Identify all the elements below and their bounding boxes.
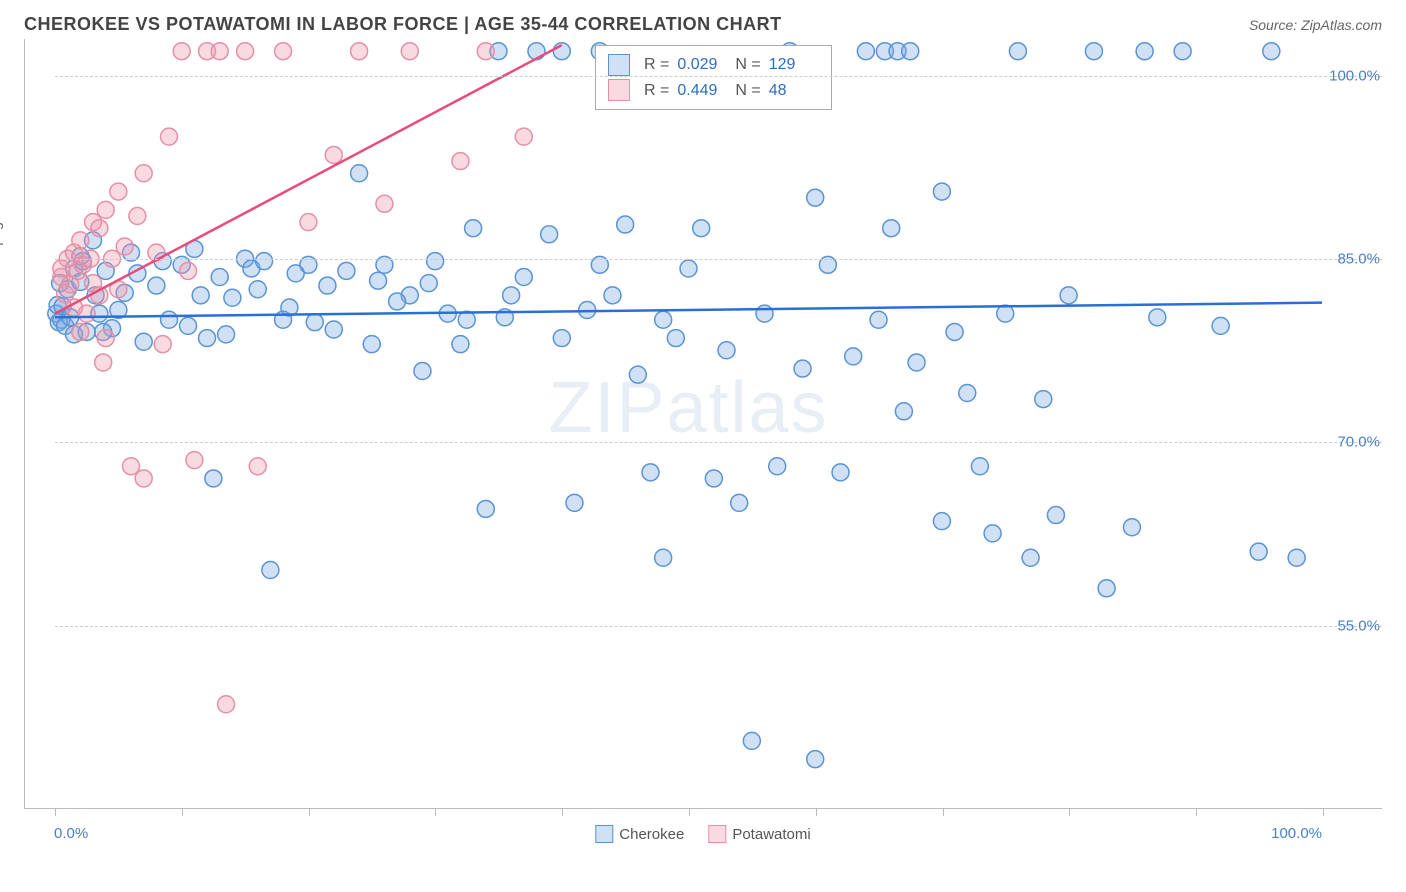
potawatomi-swatch-icon [708,825,726,843]
stats-legend-box: R = 0.029 N = 129 R = 0.449 N = 48 [595,45,832,110]
x-axis-min-label: 0.0% [54,825,88,842]
potawatomi-r-value: 0.449 [677,78,727,104]
r-label: R = [644,52,669,78]
y-axis-label: In Labor Force | Age 35-44 [0,174,3,340]
legend-label: Potawatomi [732,826,810,843]
y-tick-label: 100.0% [1329,67,1380,84]
cherokee-r-value: 0.029 [677,52,727,78]
chart-area: In Labor Force | Age 35-44 ZIPatlas R = … [24,39,1382,809]
y-tick-label: 55.0% [1337,617,1380,634]
legend-item-potawatomi: Potawatomi [708,825,810,843]
cherokee-n-value: 129 [769,52,819,78]
chart-title: CHEROKEE VS POTAWATOMI IN LABOR FORCE | … [24,14,782,35]
y-tick-label: 70.0% [1337,434,1380,451]
stats-row-potawatomi: R = 0.449 N = 48 [608,78,819,104]
potawatomi-swatch-icon [608,79,630,101]
scatter-svg [55,39,1322,808]
bottom-legend: Cherokee Potawatomi [595,825,810,843]
legend-item-cherokee: Cherokee [595,825,684,843]
r-label: R = [644,78,669,104]
x-axis-max-label: 100.0% [1271,825,1322,842]
potawatomi-n-value: 48 [769,78,819,104]
y-tick-label: 85.0% [1337,251,1380,268]
n-label: N = [735,78,760,104]
legend-label: Cherokee [619,826,684,843]
source-label: Source: ZipAtlas.com [1249,17,1382,33]
stats-row-cherokee: R = 0.029 N = 129 [608,52,819,78]
cherokee-swatch-icon [608,54,630,76]
cherokee-swatch-icon [595,825,613,843]
n-label: N = [735,52,760,78]
